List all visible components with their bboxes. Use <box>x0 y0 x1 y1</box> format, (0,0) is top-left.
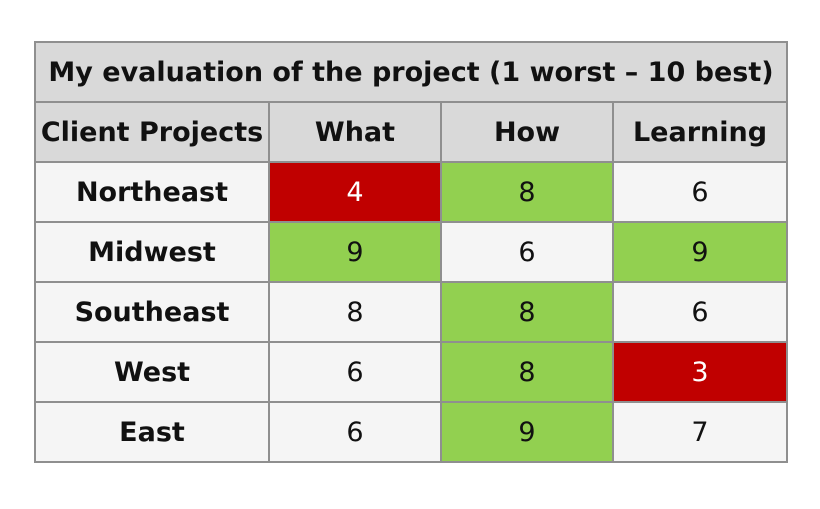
data-cell: 4 <box>268 161 442 223</box>
data-cell: 6 <box>612 281 788 343</box>
row-label: Northeast <box>34 161 270 223</box>
row-label: West <box>34 341 270 403</box>
data-cell: 3 <box>612 341 788 403</box>
column-header-what: What <box>268 101 442 163</box>
table-row: Northeast 4 8 6 <box>34 161 788 223</box>
column-header-client-projects: Client Projects <box>34 101 270 163</box>
row-label: Midwest <box>34 221 270 283</box>
data-cell: 6 <box>612 161 788 223</box>
data-cell: 8 <box>440 281 614 343</box>
data-cell: 6 <box>440 221 614 283</box>
data-cell: 8 <box>268 281 442 343</box>
row-label: East <box>34 401 270 463</box>
table-row: Southeast 8 8 6 <box>34 281 788 343</box>
data-cell: 8 <box>440 341 614 403</box>
evaluation-table: My evaluation of the project (1 worst – … <box>34 41 788 463</box>
column-header-how: How <box>440 101 614 163</box>
data-cell: 9 <box>612 221 788 283</box>
column-header-learning: Learning <box>612 101 788 163</box>
data-cell: 8 <box>440 161 614 223</box>
data-cell: 7 <box>612 401 788 463</box>
data-cell: 6 <box>268 401 442 463</box>
table-row: Midwest 9 6 9 <box>34 221 788 283</box>
table-row: West 6 8 3 <box>34 341 788 403</box>
data-cell: 6 <box>268 341 442 403</box>
table-title: My evaluation of the project (1 worst – … <box>34 41 788 103</box>
table-row: East 6 9 7 <box>34 401 788 463</box>
row-label: Southeast <box>34 281 270 343</box>
evaluation-table-container: My evaluation of the project (1 worst – … <box>34 41 788 463</box>
data-cell: 9 <box>268 221 442 283</box>
data-cell: 9 <box>440 401 614 463</box>
